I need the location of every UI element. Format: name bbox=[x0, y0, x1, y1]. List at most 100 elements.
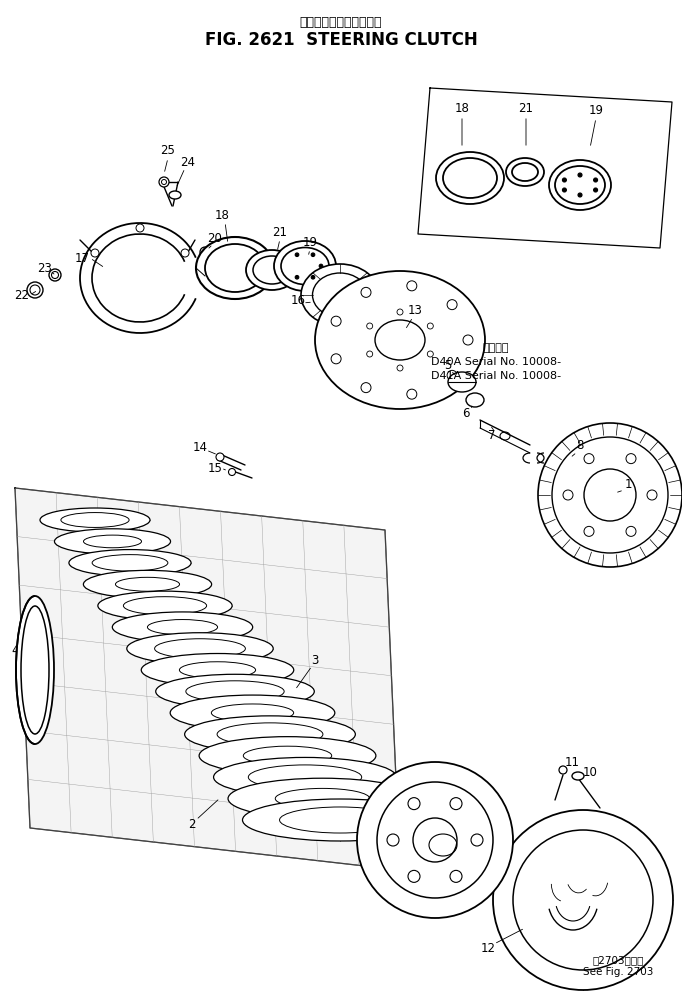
Circle shape bbox=[450, 871, 462, 882]
Circle shape bbox=[331, 316, 341, 326]
Text: 19: 19 bbox=[303, 235, 318, 248]
Circle shape bbox=[357, 762, 513, 918]
Ellipse shape bbox=[253, 256, 291, 284]
Text: 14: 14 bbox=[192, 440, 207, 453]
Circle shape bbox=[408, 798, 420, 810]
Ellipse shape bbox=[196, 237, 274, 299]
Text: 10: 10 bbox=[582, 766, 597, 779]
Text: 1: 1 bbox=[624, 477, 632, 490]
Ellipse shape bbox=[506, 158, 544, 186]
Ellipse shape bbox=[170, 695, 335, 731]
Ellipse shape bbox=[512, 163, 538, 181]
Circle shape bbox=[626, 526, 636, 537]
Circle shape bbox=[471, 834, 483, 846]
Text: D41A Serial No. 10008-: D41A Serial No. 10008- bbox=[431, 371, 561, 381]
Ellipse shape bbox=[186, 681, 284, 702]
Text: 7: 7 bbox=[488, 428, 496, 441]
Ellipse shape bbox=[40, 508, 150, 532]
Circle shape bbox=[447, 371, 457, 380]
Circle shape bbox=[216, 453, 224, 461]
Text: 20: 20 bbox=[207, 231, 222, 244]
Ellipse shape bbox=[213, 757, 396, 797]
Circle shape bbox=[319, 264, 323, 268]
Circle shape bbox=[563, 178, 567, 182]
Ellipse shape bbox=[155, 638, 246, 658]
Circle shape bbox=[578, 193, 582, 197]
Circle shape bbox=[397, 309, 403, 315]
Ellipse shape bbox=[443, 158, 497, 198]
Circle shape bbox=[228, 468, 235, 475]
Text: 23: 23 bbox=[38, 262, 53, 275]
Ellipse shape bbox=[315, 271, 485, 409]
Text: 24: 24 bbox=[181, 155, 196, 168]
Circle shape bbox=[559, 766, 567, 774]
Circle shape bbox=[584, 526, 594, 537]
Circle shape bbox=[493, 810, 673, 990]
Ellipse shape bbox=[301, 264, 379, 326]
Ellipse shape bbox=[69, 550, 191, 576]
Ellipse shape bbox=[281, 247, 329, 285]
Circle shape bbox=[413, 818, 457, 862]
Ellipse shape bbox=[123, 597, 207, 615]
Ellipse shape bbox=[155, 674, 314, 708]
Text: 18: 18 bbox=[455, 102, 469, 115]
Ellipse shape bbox=[448, 372, 476, 392]
Circle shape bbox=[450, 798, 462, 810]
Text: 13: 13 bbox=[408, 304, 422, 317]
Ellipse shape bbox=[55, 529, 170, 554]
Circle shape bbox=[406, 389, 417, 399]
Ellipse shape bbox=[16, 596, 54, 744]
Ellipse shape bbox=[127, 632, 273, 664]
Circle shape bbox=[626, 453, 636, 463]
Ellipse shape bbox=[228, 778, 417, 819]
Ellipse shape bbox=[243, 746, 331, 765]
Circle shape bbox=[377, 782, 493, 898]
Circle shape bbox=[578, 173, 582, 177]
Ellipse shape bbox=[21, 606, 49, 734]
Ellipse shape bbox=[555, 166, 605, 204]
Circle shape bbox=[584, 453, 594, 463]
Ellipse shape bbox=[185, 716, 355, 753]
Circle shape bbox=[49, 269, 61, 281]
Text: 9: 9 bbox=[416, 903, 424, 916]
Text: 21: 21 bbox=[518, 102, 533, 115]
Circle shape bbox=[159, 177, 169, 187]
Ellipse shape bbox=[113, 612, 252, 642]
Ellipse shape bbox=[248, 765, 361, 790]
Circle shape bbox=[91, 249, 99, 257]
Circle shape bbox=[552, 437, 668, 553]
Ellipse shape bbox=[243, 799, 437, 841]
Text: 6: 6 bbox=[462, 406, 470, 419]
Circle shape bbox=[538, 423, 682, 567]
Text: 第2703図参照: 第2703図参照 bbox=[592, 955, 644, 965]
Text: 2: 2 bbox=[188, 819, 196, 832]
Text: 15: 15 bbox=[207, 461, 222, 474]
Ellipse shape bbox=[312, 273, 368, 317]
Ellipse shape bbox=[246, 250, 298, 290]
Circle shape bbox=[593, 178, 597, 182]
Ellipse shape bbox=[572, 772, 584, 780]
Circle shape bbox=[463, 335, 473, 345]
Ellipse shape bbox=[61, 513, 129, 528]
Text: 12: 12 bbox=[481, 941, 496, 954]
Circle shape bbox=[647, 490, 657, 500]
Ellipse shape bbox=[436, 152, 504, 204]
Circle shape bbox=[27, 282, 43, 298]
Text: 11: 11 bbox=[565, 756, 580, 769]
Circle shape bbox=[387, 834, 399, 846]
Ellipse shape bbox=[375, 320, 425, 360]
Ellipse shape bbox=[276, 789, 370, 809]
Ellipse shape bbox=[211, 704, 294, 722]
Circle shape bbox=[408, 871, 420, 882]
Circle shape bbox=[200, 247, 210, 257]
Text: 19: 19 bbox=[589, 104, 604, 117]
Circle shape bbox=[295, 253, 299, 257]
Ellipse shape bbox=[549, 160, 611, 210]
Ellipse shape bbox=[466, 393, 484, 407]
Text: FIG. 2621  STEERING CLUTCH: FIG. 2621 STEERING CLUTCH bbox=[205, 31, 477, 49]
Text: 16: 16 bbox=[291, 294, 306, 307]
Circle shape bbox=[428, 323, 433, 329]
Text: D40A Serial No. 10008-: D40A Serial No. 10008- bbox=[431, 357, 561, 367]
Text: 5: 5 bbox=[444, 359, 451, 372]
Circle shape bbox=[593, 188, 597, 192]
